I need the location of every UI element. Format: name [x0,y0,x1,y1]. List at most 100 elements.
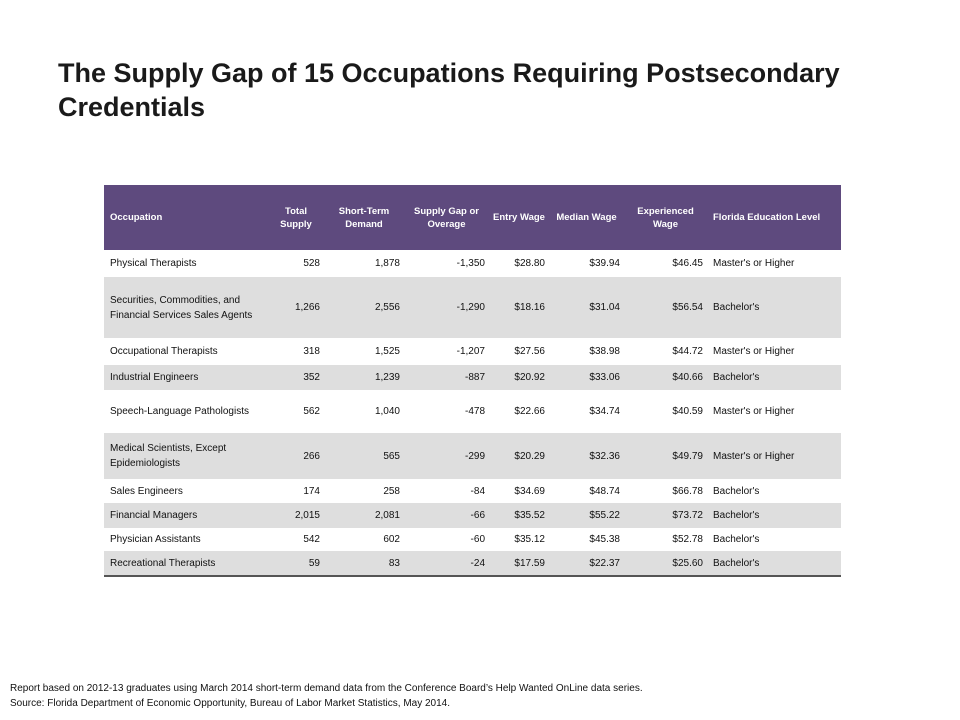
table-cell-entry: $20.29 [489,433,549,479]
table-cell-demand: 1,878 [374,258,400,269]
column-header: Total Supply [268,185,324,250]
table-cell-experienced: $49.79 [624,433,707,479]
table-cell-experienced: $40.59 [672,406,703,417]
table-cell-gap: -1,290 [404,277,489,338]
column-header: Supply Gap or Overage [404,185,489,250]
table-row: Medical Scientists, Except Epidemiologis… [104,433,841,479]
table-cell-median: $45.38 [589,534,620,545]
table-cell-gap: -1,207 [456,346,485,357]
table-cell-entry: $28.80 [514,258,545,269]
table-cell-occupation: Sales Engineers [110,485,183,497]
table-cell-experienced: $44.72 [672,346,703,357]
table-cell-supply: 174 [303,485,320,497]
table-cell-supply: 59 [268,551,324,577]
table-cell-entry: $35.52 [489,503,549,528]
table-row: Recreational Therapists 59 83 -24 $17.59 $22.… [104,551,841,577]
supply-gap-table: Occupation Total Supply Short-Term Deman… [104,185,841,577]
column-header: Florida Education Level [707,185,841,250]
table-cell-entry: $22.66 [514,406,545,417]
table-cell-experienced: $66.78 [672,485,703,497]
table-cell-education: Bachelor's [713,534,760,545]
table-cell-supply: 318 [303,346,320,357]
table-cell-experienced: $40.66 [624,365,707,390]
table-cell-gap: -24 [404,551,489,577]
table-cell-median: $34.74 [589,406,620,417]
table-cell-gap: -1,350 [456,258,485,269]
table-row: Sales Engineers 174 258 -84 $34.69 $48.74 $66.… [104,479,841,503]
table-cell-median: $31.04 [549,277,624,338]
table-row: Physical Therapists 528 1,878 -1,350 $28.80 $… [104,250,841,277]
table-cell-education: Bachelor's [713,485,760,497]
table-cell-supply: 528 [303,258,320,269]
table-cell-gap: -478 [464,406,485,417]
table-cell-entry: $34.69 [514,485,545,497]
table-cell-entry: $27.56 [514,346,545,357]
table-cell-education: Master's or Higher [707,433,841,479]
table-row: Financial Managers 2,015 2,081 -66 $35.52 $55… [104,503,841,528]
table-row: Securities, Commodities, and Financial S… [104,277,841,338]
table-cell-education: Master's or Higher [713,346,795,357]
table-cell-median: $38.98 [589,346,620,357]
footnote-report: Report based on 2012-13 graduates using … [10,683,643,694]
table-cell-occupation: Speech-Language Pathologists [110,406,249,417]
table-cell-occupation: Industrial Engineers [104,365,268,390]
table-cell-entry: $20.92 [489,365,549,390]
table-cell-gap: -60 [470,534,485,545]
table-row: Physician Assistants 542 602 -60 $35.12 $45.3… [104,528,841,551]
column-header: Short-Term Demand [324,185,404,250]
table-cell-supply: 266 [268,433,324,479]
table-cell-education: Master's or Higher [713,406,795,417]
table-cell-occupation: Physical Therapists [110,258,197,269]
table-cell-education: Bachelor's [707,551,841,577]
table-cell-experienced: $73.72 [624,503,707,528]
table-cell-experienced: $56.54 [624,277,707,338]
table-cell-gap: -84 [470,485,485,497]
table-cell-supply: 352 [268,365,324,390]
page-title: The Supply Gap of 15 Occupations Requiri… [58,58,840,122]
column-header: Experienced Wage [624,185,707,250]
table-cell-demand: 602 [383,534,400,545]
table-cell-median: $33.06 [549,365,624,390]
table-cell-demand: 83 [324,551,404,577]
table-cell-entry: $17.59 [489,551,549,577]
table-cell-demand: 1,525 [374,346,400,357]
table-cell-demand: 258 [383,485,400,497]
table-cell-median: $22.37 [549,551,624,577]
table-cell-occupation: Medical Scientists, Except Epidemiologis… [104,433,268,479]
table-cell-experienced: $46.45 [672,258,703,269]
table-cell-supply: 562 [303,406,320,417]
table-cell-education: Bachelor's [707,365,841,390]
table-cell-occupation: Occupational Therapists [110,346,218,357]
table-cell-occupation: Financial Managers [104,503,268,528]
column-header: Median Wage [549,185,624,250]
table-cell-median: $39.94 [589,258,620,269]
table-cell-median: $32.36 [549,433,624,479]
table-row: Industrial Engineers 352 1,239 -887 $20.92 $3… [104,365,841,390]
footnote-source: Source: Florida Department of Economic O… [10,698,451,709]
table-cell-occupation: Recreational Therapists [104,551,268,577]
table-cell-demand: 2,081 [324,503,404,528]
table-cell-supply: 542 [303,534,320,545]
table-cell-entry: $35.12 [514,534,545,545]
table-cell-gap: -66 [404,503,489,528]
column-header: Entry Wage [489,185,549,250]
table-cell-experienced: $25.60 [624,551,707,577]
table-cell-gap: -299 [404,433,489,479]
table-cell-education: Bachelor's [707,277,841,338]
table-cell-demand: 2,556 [324,277,404,338]
table-cell-education: Master's or Higher [713,258,795,269]
table-cell-demand: 1,239 [324,365,404,390]
table-cell-gap: -887 [404,365,489,390]
table-cell-median: $55.22 [549,503,624,528]
table-header-row: Occupation Total Supply Short-Term Deman… [104,185,841,250]
table-cell-demand: 1,040 [374,406,400,417]
table-cell-occupation: Securities, Commodities, and Financial S… [104,277,268,338]
table-cell-supply: 1,266 [268,277,324,338]
table-cell-demand: 565 [324,433,404,479]
table-cell-education: Bachelor's [707,503,841,528]
table-cell-entry: $18.16 [489,277,549,338]
footnote: Report based on 2012-13 graduates using … [10,681,643,711]
table-cell-occupation: Physician Assistants [110,534,201,545]
table-row: Speech-Language Pathologists 562 1,040 -478… [104,390,841,433]
table-cell-median: $48.74 [589,485,620,497]
